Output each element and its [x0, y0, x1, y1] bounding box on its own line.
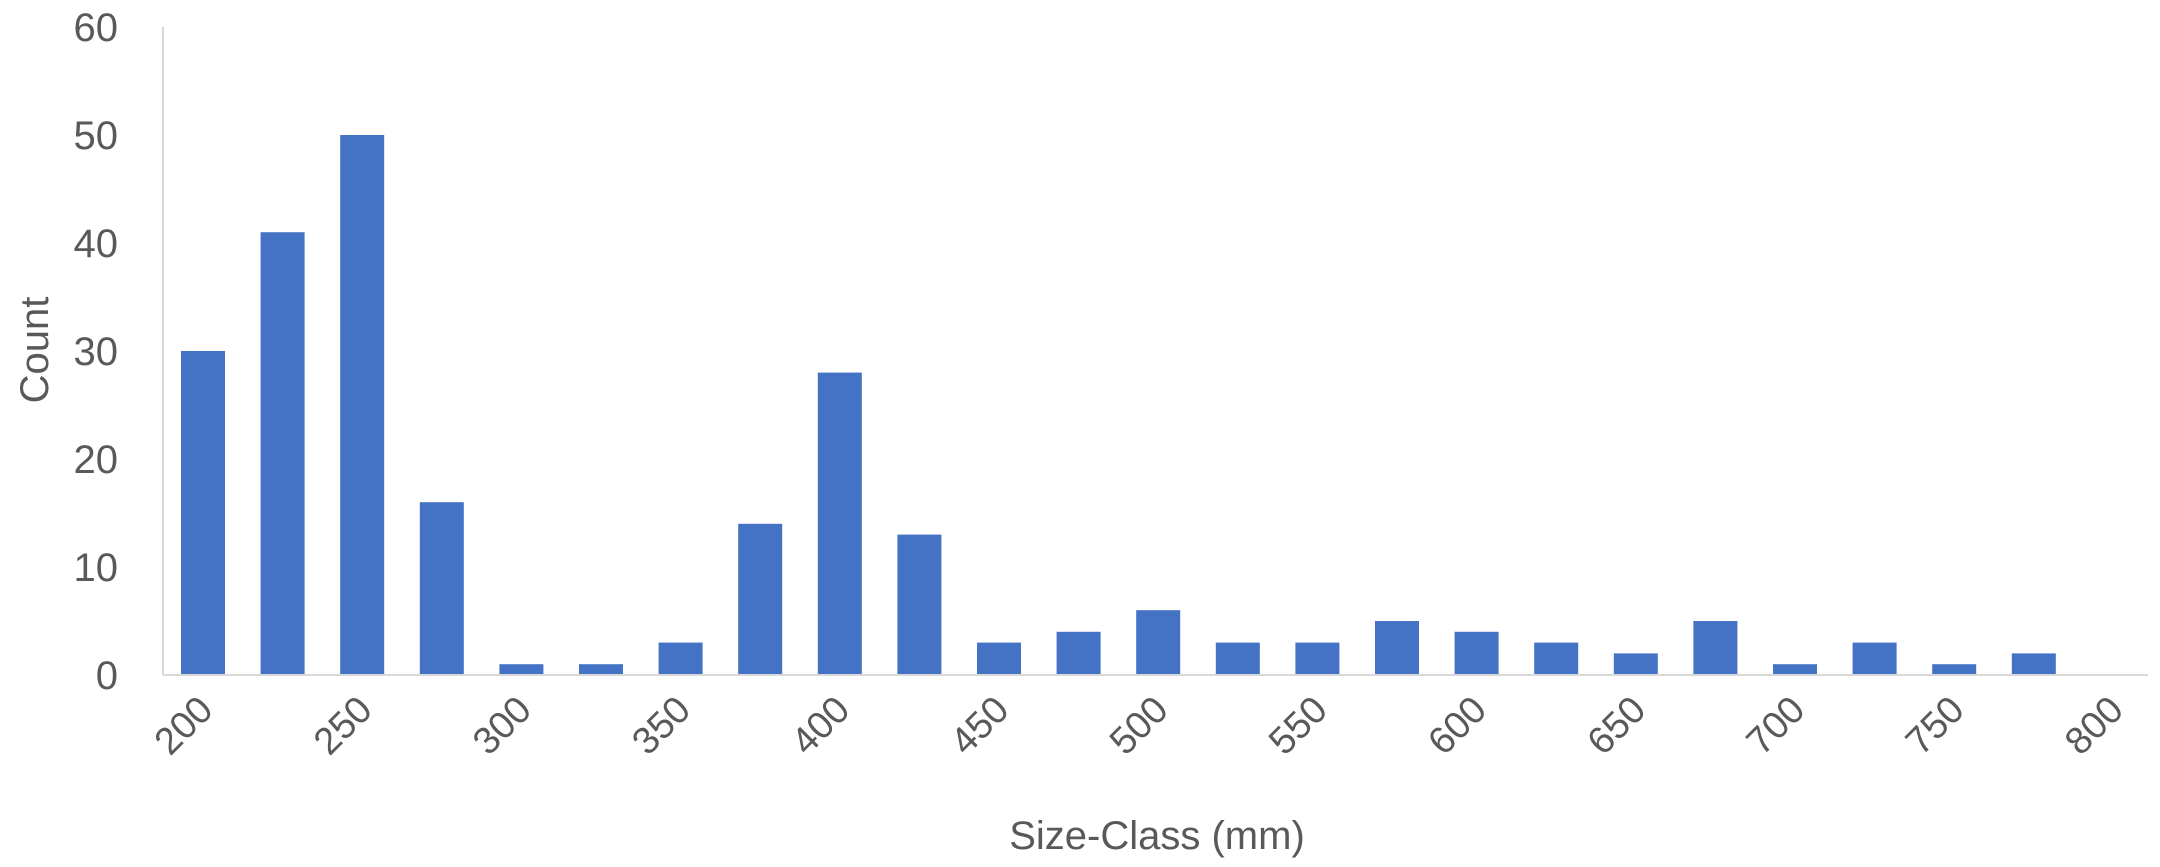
bar — [181, 351, 225, 675]
bar — [420, 502, 464, 675]
x-tick-label: 500 — [1102, 689, 1177, 764]
bar — [1375, 621, 1419, 675]
x-tick-label: 450 — [943, 689, 1018, 764]
bar — [659, 643, 703, 675]
y-tick-labels: 0 10 20 30 40 50 60 — [74, 6, 119, 698]
y-tick-label: 20 — [74, 438, 119, 482]
x-tick-label: 700 — [1739, 689, 1814, 764]
x-tick-label: 200 — [147, 689, 222, 764]
bar — [738, 524, 782, 675]
x-tick-label: 650 — [1580, 689, 1655, 764]
bar — [1216, 643, 1260, 675]
bar — [897, 535, 941, 675]
bar — [977, 643, 1021, 675]
bar — [1057, 632, 1101, 675]
y-tick-label: 40 — [74, 222, 119, 266]
x-tick-label: 800 — [2057, 689, 2132, 764]
x-tick-label: 400 — [784, 689, 859, 764]
bar — [2012, 653, 2056, 675]
bars — [181, 135, 2056, 675]
bar — [1534, 643, 1578, 675]
y-tick-label: 60 — [74, 6, 119, 50]
bar — [1614, 653, 1658, 675]
x-tick-labels: 200 250 300 350 400 450 500 550 600 650 700 750 800 — [147, 689, 2132, 764]
bar — [1932, 664, 1976, 675]
bar — [499, 664, 543, 675]
x-tick-label: 750 — [1898, 689, 1973, 764]
x-tick-label: 350 — [624, 689, 699, 764]
y-tick-label: 0 — [96, 654, 118, 698]
bar — [1136, 610, 1180, 675]
x-axis-title: Size-Class (mm) — [1009, 814, 1305, 858]
bar — [579, 664, 623, 675]
bar — [261, 232, 305, 675]
y-tick-label: 30 — [74, 330, 119, 374]
x-tick-label: 300 — [465, 689, 540, 764]
x-tick-label: 550 — [1261, 689, 1336, 764]
y-tick-label: 50 — [74, 114, 119, 158]
x-tick-label: 250 — [306, 689, 381, 764]
bar — [1853, 643, 1897, 675]
bar — [340, 135, 384, 675]
y-axis-title: Count — [13, 297, 57, 404]
bar — [1295, 643, 1339, 675]
bar — [1693, 621, 1737, 675]
bar — [1455, 632, 1499, 675]
x-tick-label: 600 — [1420, 689, 1495, 764]
bar — [818, 373, 862, 675]
bar — [1773, 664, 1817, 675]
y-tick-label: 10 — [74, 546, 119, 590]
